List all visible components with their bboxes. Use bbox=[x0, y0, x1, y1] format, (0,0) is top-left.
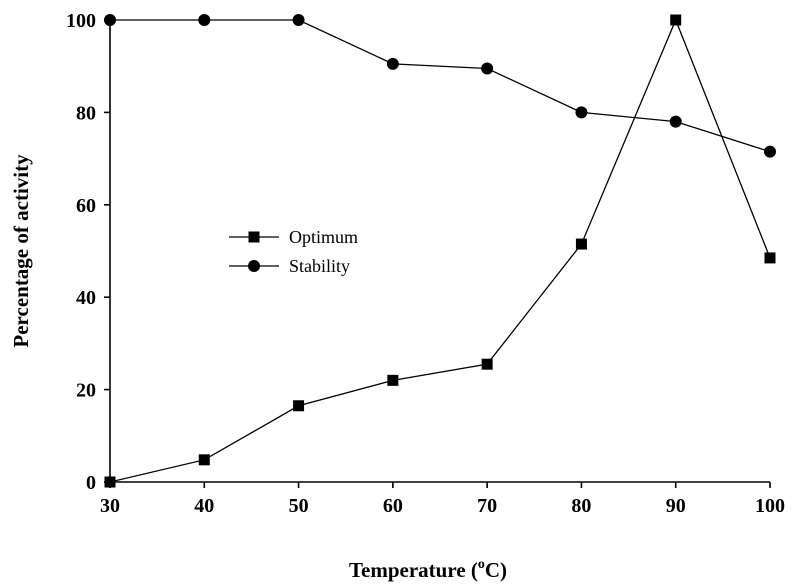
y-tick-label: 80 bbox=[76, 102, 96, 124]
data-point-stability bbox=[575, 106, 588, 119]
data-point-optimum bbox=[575, 238, 587, 250]
y-tick-label: 100 bbox=[66, 10, 96, 32]
x-tick-label: 80 bbox=[571, 495, 591, 517]
x-ticks: 30 40 50 60 70 80 90 100 bbox=[100, 482, 785, 517]
legend-item-optimum: Optimum bbox=[229, 227, 358, 247]
x-axis-title-suffix: C) bbox=[485, 558, 507, 582]
legend-item-stability: Stability bbox=[229, 256, 350, 276]
legend-circle-marker-icon bbox=[248, 260, 260, 272]
legend-square-marker-icon bbox=[248, 231, 260, 243]
data-point-optimum bbox=[764, 252, 776, 264]
axes bbox=[109, 20, 770, 483]
data-point-optimum bbox=[293, 400, 305, 412]
y-tick-label: 20 bbox=[76, 380, 96, 402]
data-point-optimum bbox=[670, 14, 682, 26]
x-tick-label: 50 bbox=[289, 495, 309, 517]
data-point-stability bbox=[292, 14, 305, 26]
x-axis-title: Temperature (oC) bbox=[349, 557, 507, 582]
x-axis-title-main: Temperature ( bbox=[349, 558, 478, 582]
x-tick-label: 90 bbox=[666, 495, 686, 517]
legend-label-optimum: Optimum bbox=[289, 227, 358, 247]
data-point-stability bbox=[198, 14, 211, 26]
y-tick-label: 0 bbox=[86, 472, 96, 494]
x-tick-label: 40 bbox=[194, 495, 214, 517]
data-point-optimum bbox=[198, 454, 210, 466]
series-line-stability bbox=[110, 19, 771, 153]
data-point-stability bbox=[669, 115, 682, 128]
y-tick-label: 40 bbox=[76, 287, 96, 309]
series-line-optimum bbox=[109, 18, 771, 483]
data-point-stability bbox=[481, 62, 494, 75]
series-layer bbox=[104, 14, 776, 488]
data-point-optimum bbox=[481, 358, 493, 370]
y-axis-title: Percentage of activity bbox=[9, 154, 33, 348]
x-tick-label: 30 bbox=[100, 495, 120, 517]
x-tick-label: 100 bbox=[755, 495, 785, 517]
data-point-optimum bbox=[104, 476, 116, 488]
data-point-optimum bbox=[387, 374, 399, 386]
x-tick-label: 70 bbox=[477, 495, 497, 517]
x-tick-label: 60 bbox=[383, 495, 403, 517]
data-point-stability bbox=[104, 14, 116, 26]
data-point-stability bbox=[764, 145, 776, 158]
x-axis-title-superscript: o bbox=[478, 557, 485, 572]
legend-label-stability: Stability bbox=[289, 256, 350, 276]
data-point-stability bbox=[386, 57, 399, 70]
y-ticks: 0 20 40 60 80 100 bbox=[66, 10, 110, 494]
legend: Optimum Stability bbox=[229, 227, 358, 276]
y-tick-label: 60 bbox=[76, 195, 96, 217]
